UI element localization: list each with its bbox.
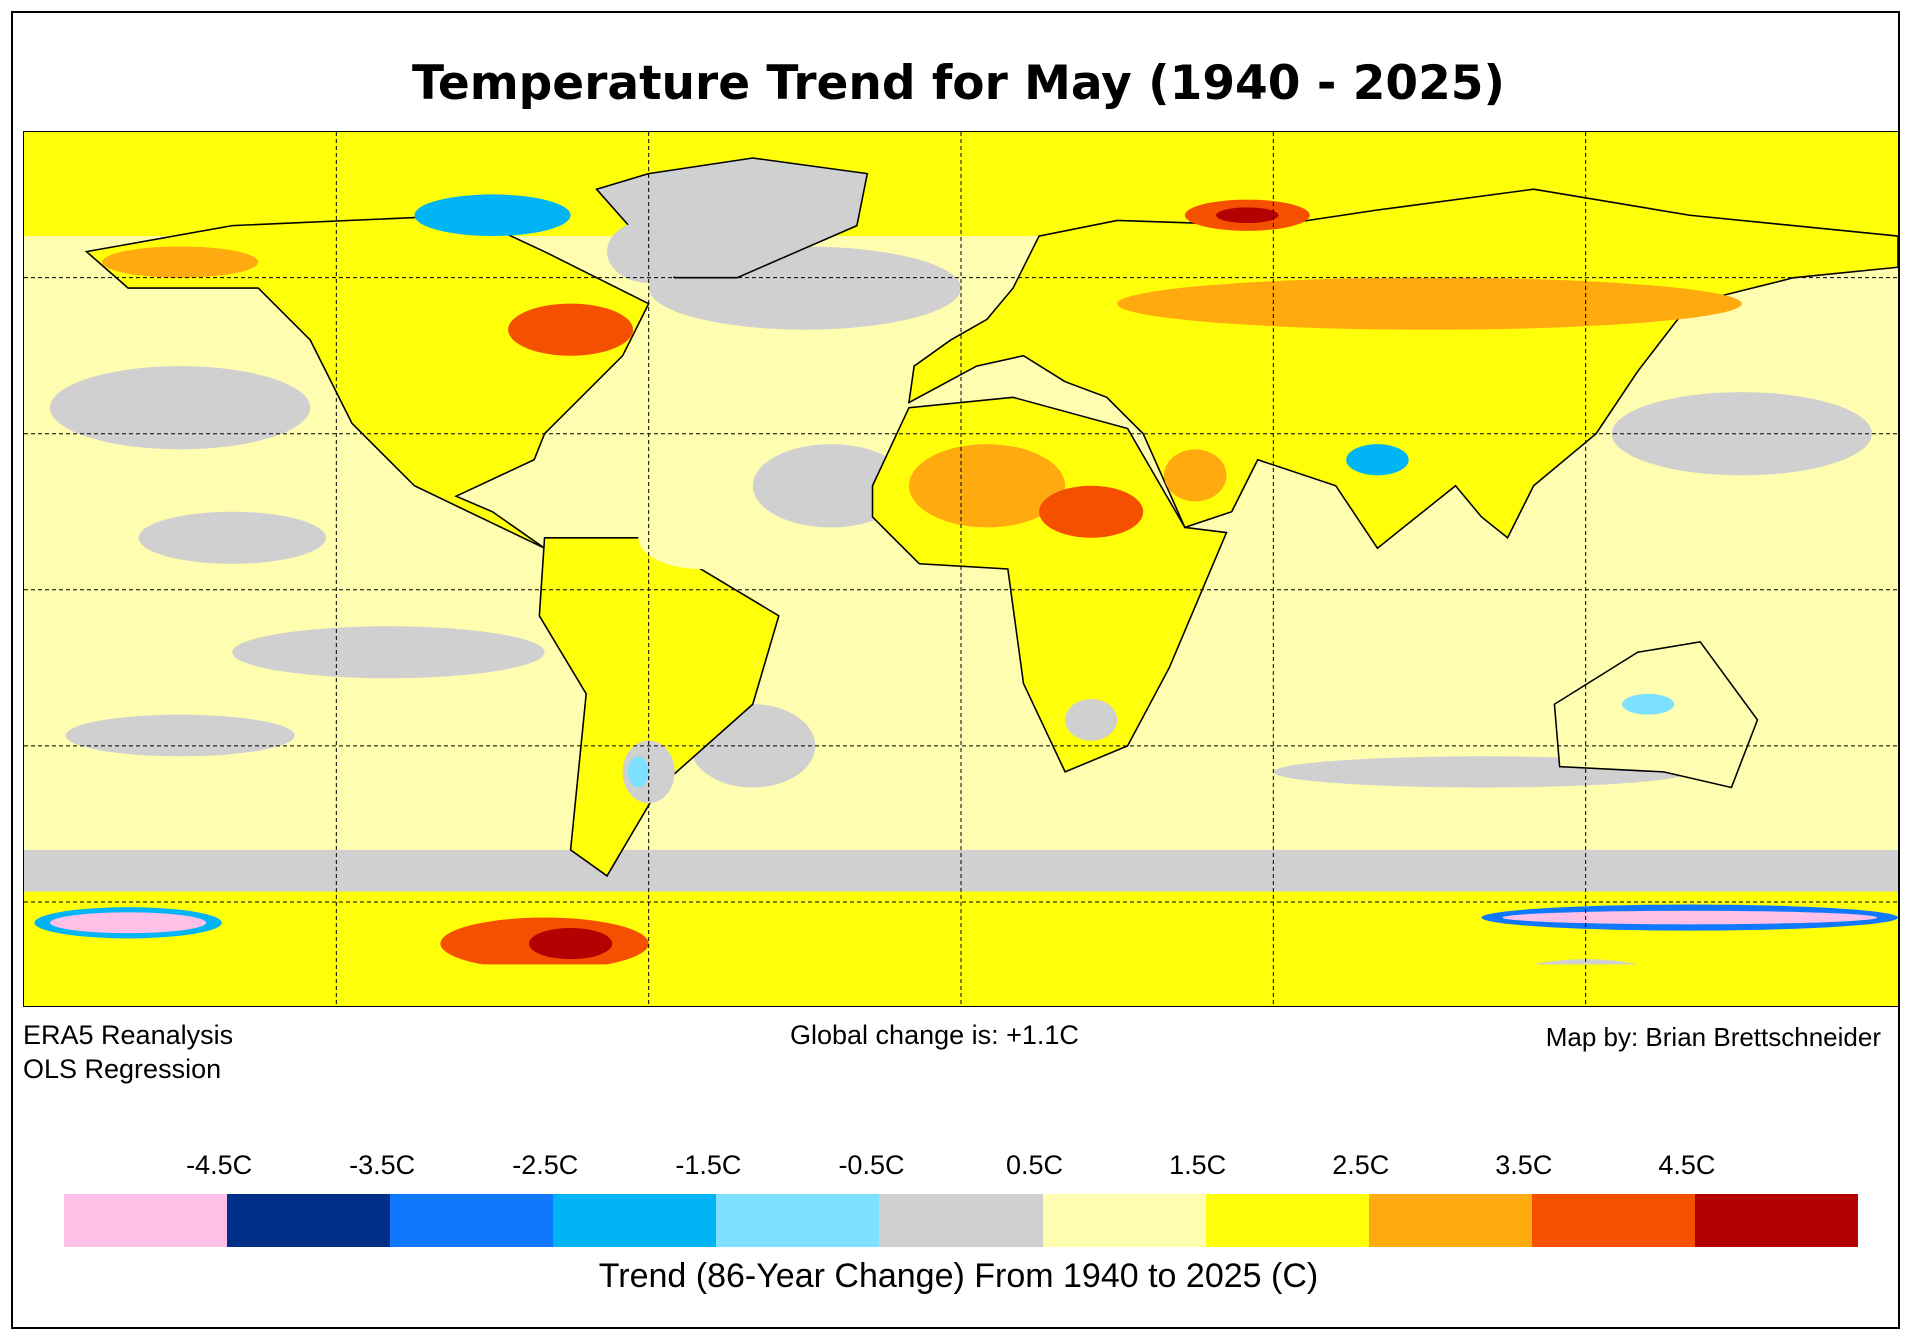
colorbar-swatch: [1531, 1194, 1695, 1247]
colorbar-tick-label: -2.5C: [512, 1150, 579, 1180]
south-america: [538, 537, 780, 878]
north-america: [84, 214, 650, 549]
colorbar-tick-label: -1.5C: [675, 1150, 742, 1180]
colorbar-swatch: [1368, 1194, 1532, 1247]
antarctica: [24, 964, 1898, 1006]
credit-note: Map by: Brian Brettschneider: [1545, 1022, 1881, 1052]
colorbar-tick-label: 4.5C: [1658, 1150, 1716, 1180]
colorbar: [64, 1194, 1859, 1247]
colorbar-tick-label: 0.5C: [1006, 1150, 1064, 1180]
colorbar-swatch: [553, 1194, 717, 1247]
australia: [1553, 640, 1759, 789]
global-change-note: Global change is: +1.1C: [790, 1020, 1079, 1050]
colorbar-tick-label: 1.5C: [1169, 1150, 1227, 1180]
colorbar-tick-label: 3.5C: [1495, 1150, 1553, 1180]
colorbar-tick-label: 2.5C: [1332, 1150, 1390, 1180]
colorbar-swatch: [390, 1194, 554, 1247]
source-note: ERA5 Reanalysis: [23, 1020, 234, 1050]
colorbar-tick-label: -0.5C: [838, 1150, 905, 1180]
colorbar-swatch: [1205, 1194, 1369, 1247]
colorbar-swatch: [227, 1194, 391, 1247]
colorbar-swatch: [64, 1194, 228, 1247]
colorbar-swatch: [716, 1194, 880, 1247]
colorbar-title: Trend (86-Year Change) From 1940 to 2025…: [598, 1257, 1319, 1295]
colorbar-tick-label: -4.5C: [186, 1150, 253, 1180]
eurasia: [907, 188, 1898, 550]
colorbar-swatch: [1042, 1194, 1206, 1247]
map-title: Temperature Trend for May (1940 - 2025): [412, 56, 1505, 111]
colorbar-tick-label: -3.5C: [349, 1150, 416, 1180]
colorbar-swatch: [1694, 1194, 1859, 1247]
colorbar-swatch: [879, 1194, 1043, 1247]
method-note: OLS Regression: [23, 1054, 222, 1084]
graticule: [24, 132, 1898, 1006]
map-svg: [24, 132, 1898, 1006]
temperature-trend-map: [23, 131, 1899, 1007]
figure-frame: [11, 11, 1900, 1329]
